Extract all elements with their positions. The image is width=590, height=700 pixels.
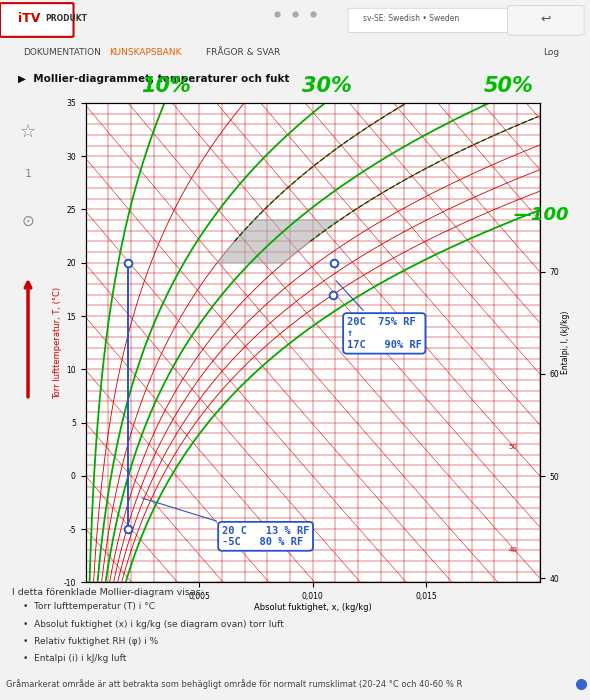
Text: 50: 50 [508,444,517,451]
Text: 20C  75% RF
↑
17C   90% RF: 20C 75% RF ↑ 17C 90% RF [336,281,422,350]
Text: •  Torr lufttemperatur (T) i °C: • Torr lufttemperatur (T) i °C [23,603,155,611]
Text: —100: —100 [513,206,569,224]
Y-axis label: Torr lufttemperatur, T, (°C): Torr lufttemperatur, T, (°C) [53,286,62,399]
Text: FRÅGOR & SVAR: FRÅGOR & SVAR [206,48,281,57]
Text: 20 C   13 % RF
-5C   80 % RF: 20 C 13 % RF -5C 80 % RF [142,498,309,547]
Y-axis label: Entalpi, I, (kJ/kg): Entalpi, I, (kJ/kg) [560,311,570,374]
X-axis label: Absolut fuktighet, x, (kg/kg): Absolut fuktighet, x, (kg/kg) [254,603,372,612]
Text: I detta förenklade Mollier-diagram visas:: I detta förenklade Mollier-diagram visas… [12,589,204,597]
Text: 1: 1 [25,169,31,178]
Text: PRODUKT: PRODUKT [45,14,87,23]
Text: Gråmarkerat område är att betrakta som behägligt område för normalt rumsklimat (: Gråmarkerat område är att betrakta som b… [6,679,463,689]
Text: sv-SE: Swedish • Sweden: sv-SE: Swedish • Sweden [363,14,459,23]
FancyBboxPatch shape [507,6,584,35]
FancyBboxPatch shape [348,8,513,32]
Text: Log: Log [543,48,559,57]
Text: ☆: ☆ [20,123,36,141]
Text: 10%: 10% [141,76,191,97]
Text: 30%: 30% [301,76,352,97]
Text: 40: 40 [508,547,517,553]
Text: DOKUMENTATION: DOKUMENTATION [24,48,101,57]
Text: iTV: iTV [18,13,41,25]
Text: •  Entalpi (i) i kJ/kg luft: • Entalpi (i) i kJ/kg luft [23,654,127,664]
Text: •  Absolut fuktighet (x) i kg/kg (se diagram ovan) torr luft: • Absolut fuktighet (x) i kg/kg (se diag… [23,620,284,629]
Text: 50%: 50% [483,76,533,97]
Text: ⊙: ⊙ [22,214,34,229]
Text: ▶  Mollier-diagrammet, temperaturer och fukt: ▶ Mollier-diagrammet, temperaturer och f… [18,74,289,84]
FancyBboxPatch shape [0,3,74,37]
Text: KUNSKAPSBANK: KUNSKAPSBANK [109,48,182,57]
Polygon shape [217,220,340,262]
Text: ↩: ↩ [540,13,551,25]
Text: •  Relativ fuktighet RH (φ) i %: • Relativ fuktighet RH (φ) i % [23,637,159,646]
